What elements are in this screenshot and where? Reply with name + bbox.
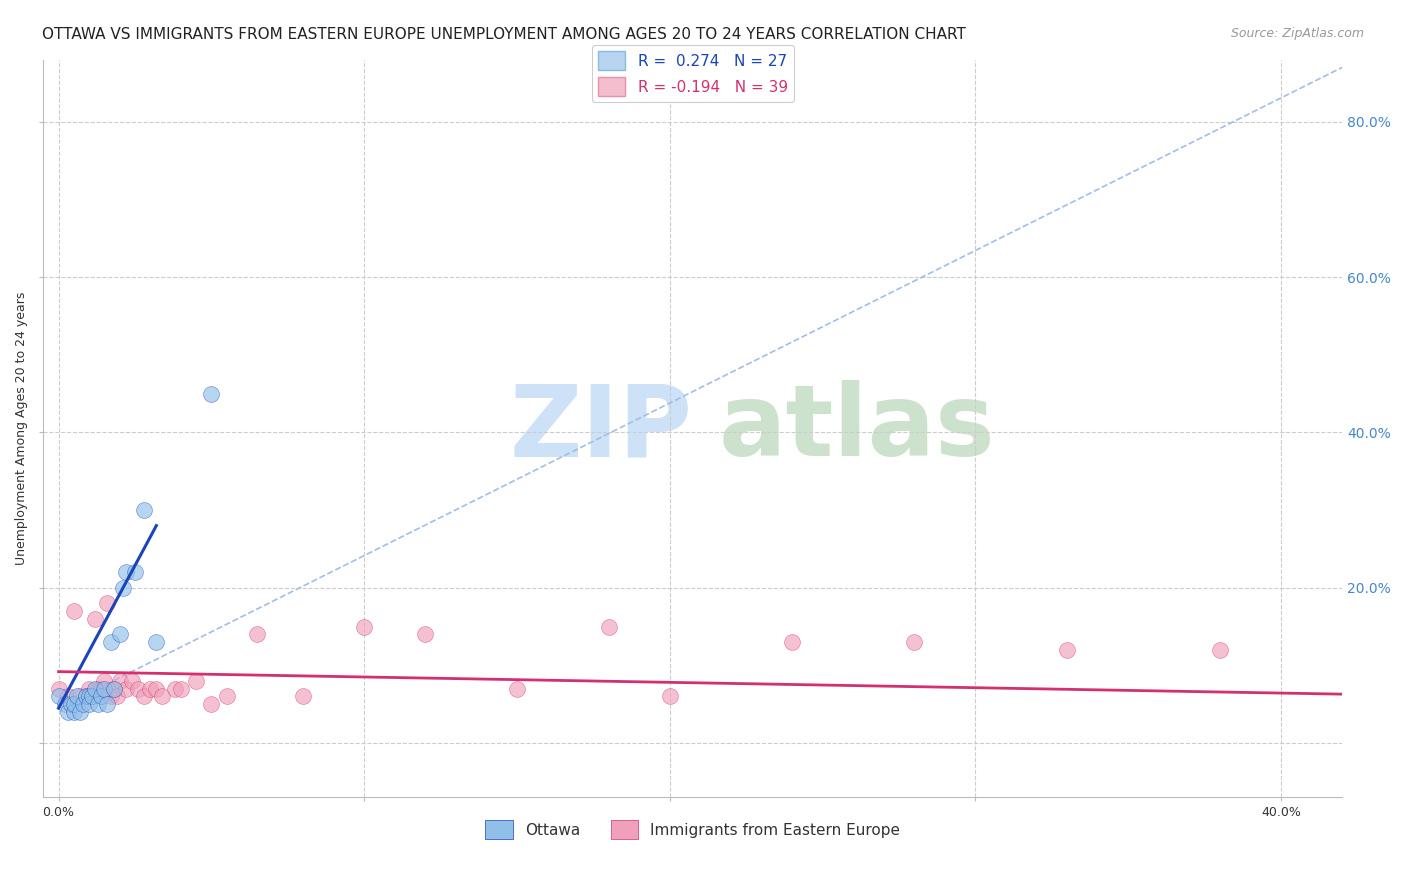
Point xyxy=(200,386,222,401)
Point xyxy=(53,698,76,712)
Point xyxy=(100,635,122,649)
Point xyxy=(139,681,162,696)
Point xyxy=(66,690,89,704)
Point xyxy=(75,690,97,704)
Point xyxy=(82,690,104,704)
Point xyxy=(658,690,681,704)
Point xyxy=(63,698,86,712)
Point xyxy=(103,681,125,696)
Point xyxy=(152,690,174,704)
Point xyxy=(90,690,112,704)
Point xyxy=(48,690,70,704)
Point xyxy=(215,690,238,704)
Legend: Ottawa, Immigrants from Eastern Europe: Ottawa, Immigrants from Eastern Europe xyxy=(479,814,907,845)
Point xyxy=(93,681,115,696)
Point xyxy=(77,690,100,704)
Point xyxy=(127,681,149,696)
Point xyxy=(114,681,136,696)
Point xyxy=(87,698,110,712)
Point xyxy=(292,690,315,704)
Point xyxy=(105,690,128,704)
Point xyxy=(96,698,118,712)
Point xyxy=(1209,643,1232,657)
Point xyxy=(200,698,222,712)
Point xyxy=(69,705,91,719)
Point xyxy=(170,681,193,696)
Point xyxy=(63,705,86,719)
Point xyxy=(100,690,122,704)
Point xyxy=(780,635,803,649)
Point xyxy=(59,698,82,712)
Point xyxy=(103,681,125,696)
Point xyxy=(96,596,118,610)
Point xyxy=(246,627,269,641)
Y-axis label: Unemployment Among Ages 20 to 24 years: Unemployment Among Ages 20 to 24 years xyxy=(15,292,28,566)
Point xyxy=(56,705,79,719)
Point xyxy=(1056,643,1078,657)
Point xyxy=(84,612,107,626)
Point xyxy=(124,565,146,579)
Point xyxy=(415,627,437,641)
Point xyxy=(108,627,131,641)
Point xyxy=(84,681,107,696)
Point xyxy=(77,681,100,696)
Point xyxy=(134,503,156,517)
Point xyxy=(87,681,110,696)
Point xyxy=(82,690,104,704)
Point xyxy=(353,619,375,633)
Point xyxy=(903,635,925,649)
Point xyxy=(72,698,94,712)
Text: Source: ZipAtlas.com: Source: ZipAtlas.com xyxy=(1230,27,1364,40)
Point xyxy=(56,690,79,704)
Text: atlas: atlas xyxy=(718,380,995,477)
Point xyxy=(184,673,207,688)
Point xyxy=(114,565,136,579)
Point xyxy=(163,681,186,696)
Point xyxy=(134,690,156,704)
Point xyxy=(145,681,167,696)
Point xyxy=(69,690,91,704)
Text: OTTAWA VS IMMIGRANTS FROM EASTERN EUROPE UNEMPLOYMENT AMONG AGES 20 TO 24 YEARS : OTTAWA VS IMMIGRANTS FROM EASTERN EUROPE… xyxy=(42,27,966,42)
Point xyxy=(48,681,70,696)
Point xyxy=(63,604,86,618)
Point xyxy=(111,581,134,595)
Point xyxy=(93,673,115,688)
Point xyxy=(75,690,97,704)
Point xyxy=(145,635,167,649)
Point xyxy=(506,681,529,696)
Text: ZIP: ZIP xyxy=(510,380,693,477)
Point xyxy=(77,698,100,712)
Point xyxy=(108,673,131,688)
Point xyxy=(121,673,143,688)
Point xyxy=(90,681,112,696)
Point xyxy=(598,619,620,633)
